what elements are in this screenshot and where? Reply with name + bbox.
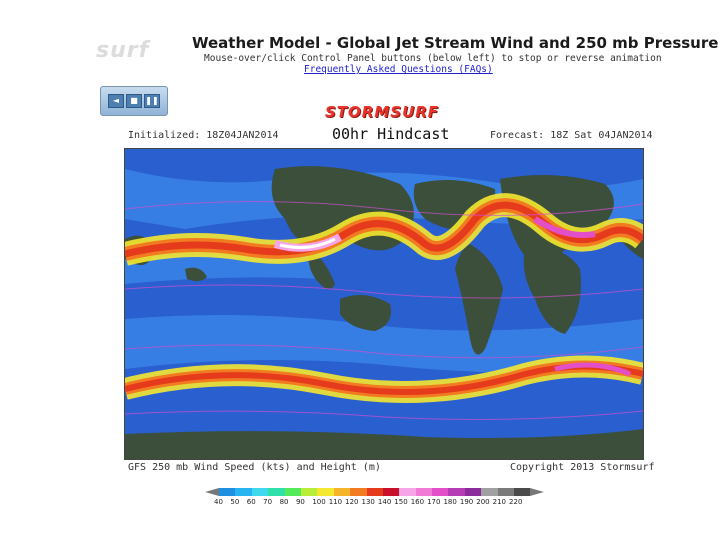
scale-swatch [284,488,301,496]
scale-label: 40 [214,498,223,506]
scale-right-arrow [530,488,545,496]
scale-label: 160 [410,498,425,506]
reverse-button[interactable]: ◄ [108,94,124,108]
land-masses [125,166,643,459]
scale-label: 100 [312,498,326,506]
map-svg [125,149,643,459]
scale-swatch [235,488,252,496]
scale-label: 130 [361,498,375,506]
forecast-label: Forecast: 18Z Sat 04JAN2014 [490,130,653,141]
scale-swatch [448,488,465,496]
scale-swatch [497,488,515,496]
scale-swatch [514,488,531,496]
scale-label: 90 [295,498,305,506]
scale-label: 220 [509,498,523,506]
scale-left-arrow [205,488,219,496]
scale-label: 210 [492,498,507,506]
scale-label: 190 [459,498,474,506]
brand-ghost-logo: surf [96,38,150,63]
scale-swatch [300,488,318,496]
pressure-contours [125,201,643,420]
stormsurf-logo: STORMSURF [325,103,440,121]
scale-label: 60 [246,498,256,506]
stop-button[interactable]: ■ [126,94,142,108]
jet-stream-map [124,148,644,460]
scale-bar [205,488,545,496]
scale-label: 150 [394,498,408,506]
northern-jet-stream [125,193,643,266]
scale-swatch [350,488,367,496]
scale-label: 50 [230,498,240,506]
model-caption: GFS 250 mb Wind Speed (kts) and Height (… [128,462,381,473]
scale-label: 110 [328,498,343,506]
scale-swatch [251,488,269,496]
scale-swatch [317,488,334,496]
scale-label: 120 [345,498,359,506]
scale-swatch [415,488,433,496]
scale-swatch [366,488,383,496]
scale-label: 170 [427,498,441,506]
scale-label: 140 [377,498,392,506]
scale-swatch [481,488,498,496]
scale-labels: 40 50 60 70 80 90 100 110 120 130 140 150 160 170 180 1… [214,498,544,506]
wind-speed-scale: 40 50 60 70 80 90 100 110 120 130 140 150 160 170 180 1… [205,488,545,506]
scale-label: 80 [279,498,289,506]
scale-label: 70 [263,498,273,506]
scale-swatch [464,488,482,496]
scale-label: 200 [476,498,490,506]
scale-swatch [399,488,416,496]
scale-swatch [432,488,449,496]
scale-label: 180 [443,498,457,506]
initialized-label: Initialized: 18Z04JAN2014 [128,130,279,141]
copyright-text: Copyright 2013 Stormsurf [510,462,655,473]
control-panel: ◄ ■ ❚❚ [100,86,168,116]
page-title: Weather Model - Global Jet Stream Wind a… [192,34,719,52]
scale-swatch [268,488,285,496]
pause-button[interactable]: ❚❚ [144,94,160,108]
scale-swatch [333,488,351,496]
scale-swatch [382,488,400,496]
hindcast-label: 00hr Hindcast [332,125,450,143]
faq-link[interactable]: Frequently Asked Questions (FAQs) [304,64,493,75]
southern-jet-stream [125,355,643,403]
instructions-text: Mouse-over/click Control Panel buttons (… [204,53,662,64]
scale-swatch [219,488,236,496]
